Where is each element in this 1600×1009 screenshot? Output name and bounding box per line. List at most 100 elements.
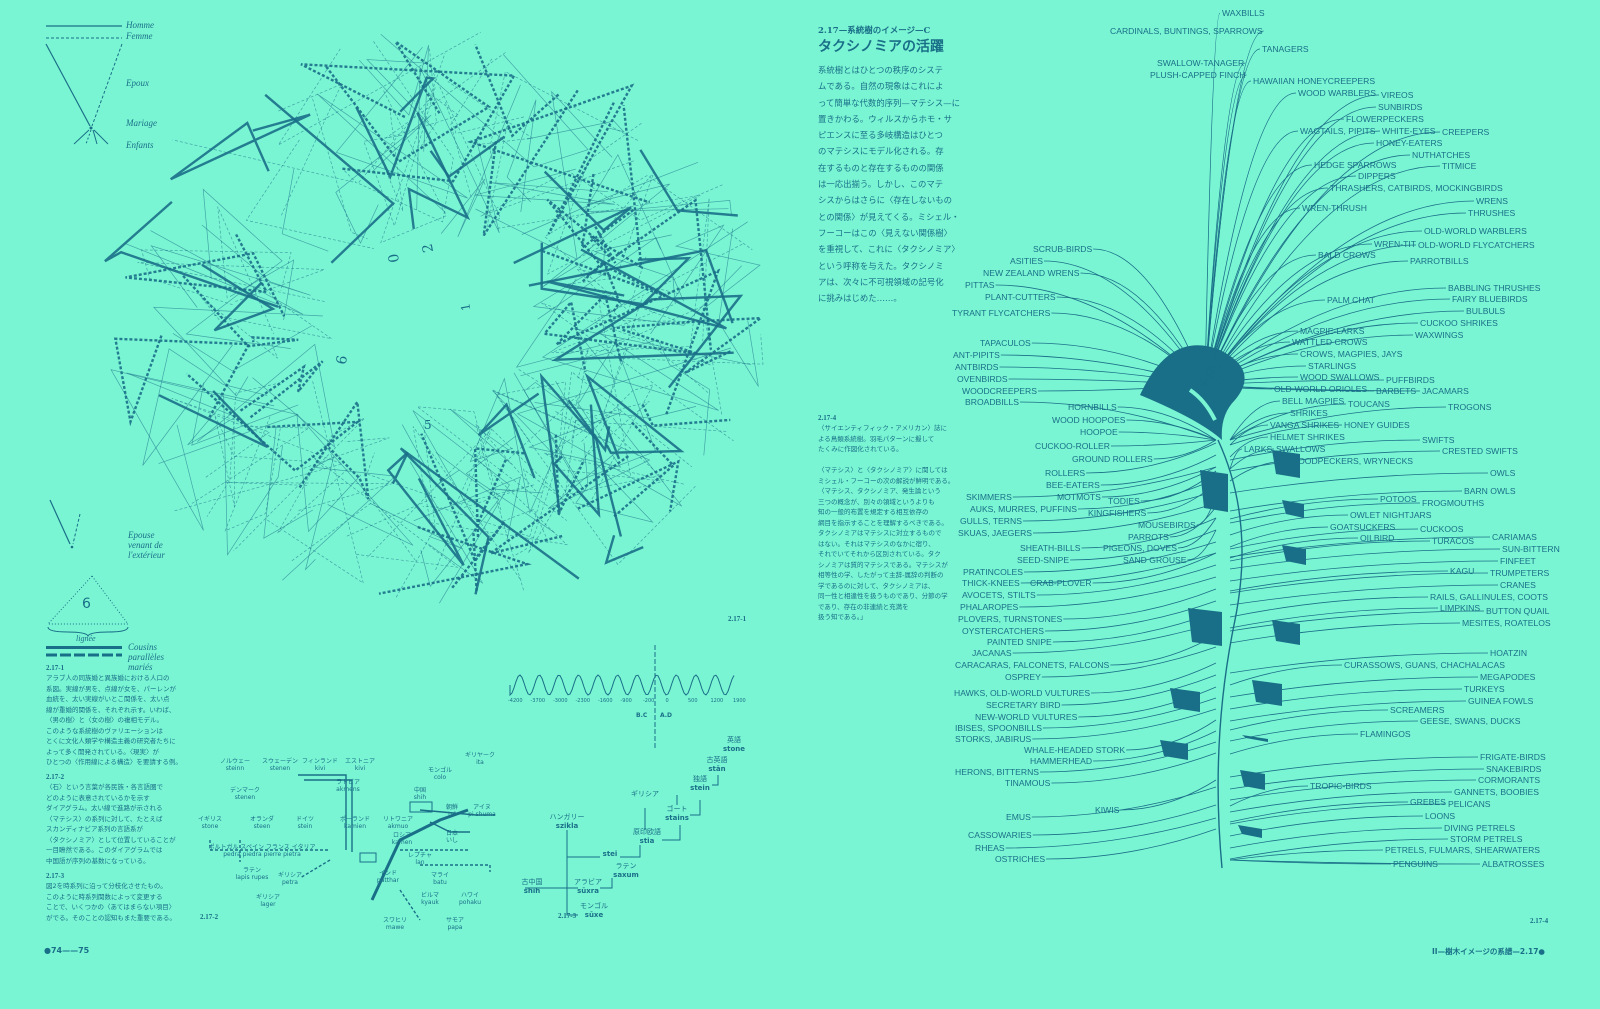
tree-branch (1229, 436, 1269, 458)
timeline-tick: -2300 (575, 698, 591, 704)
article-line: という呼称を与えた。タクシノミ (818, 260, 944, 271)
kinship-line (594, 243, 743, 322)
kinship-line (429, 135, 506, 179)
stone-word: szikla (555, 822, 579, 830)
kinship-line (152, 306, 323, 397)
tree-branch (1229, 537, 1359, 559)
bird-family-label: THRUSHES (1468, 208, 1516, 218)
language-name: リトワニア (382, 816, 413, 823)
kinship-line (142, 344, 268, 466)
kinship-line (492, 390, 651, 510)
timeline-word: 古英語 stān (707, 756, 728, 774)
bird-family-label: TYRANT FLYCATCHERS (952, 308, 1051, 318)
kinship-line (378, 525, 532, 595)
tree-branch (1204, 74, 1247, 386)
caption-line: 学であるのに対して、タクシノミアは、 (818, 581, 935, 590)
language-node: レプチャ lan (408, 852, 432, 866)
kinship-line (124, 230, 304, 315)
bird-family-label: PLOVERS, TURNSTONES (958, 614, 1063, 624)
bird-family-label: BULBULS (1466, 306, 1506, 316)
tree-branch (1229, 610, 1485, 632)
kinship-line (489, 71, 639, 169)
bird-family-label: SECRETARY BIRD (986, 700, 1061, 710)
tree-branch (1052, 611, 1217, 643)
legend-homme: Homme (126, 20, 154, 30)
bird-family-label: TURACOS (1432, 536, 1475, 546)
kinship-line (526, 120, 625, 140)
kinship-line (359, 45, 429, 152)
kinship-line (650, 224, 761, 335)
tree-branch (1204, 165, 1441, 386)
bird-family-label: RHEAS (975, 843, 1005, 853)
article-line: アは、次々に不可視領域の記号化 (818, 276, 944, 287)
tree-branch (1051, 312, 1206, 386)
tree-branch (1229, 472, 1489, 494)
kinship-line (516, 368, 661, 496)
feather-block (1238, 825, 1262, 838)
tree-branch (1126, 719, 1217, 751)
tree-branch (1204, 118, 1345, 386)
kinship-line (182, 274, 299, 348)
feather-block (1252, 680, 1282, 706)
kinship-line (475, 90, 613, 260)
bird-family-label: BROADBILLS (965, 397, 1019, 407)
caption-line: 相等性の学、したがって主辞-属辞の判断の (818, 571, 944, 579)
timeline-tick: 1900 (733, 698, 746, 704)
kinship-line (604, 534, 644, 565)
stone-word: lan (415, 859, 425, 866)
bird-family-label: CUCKOO-ROLLER (1035, 441, 1110, 451)
language-node: デンマーク stenen (230, 787, 260, 801)
bird-family-label: WREN-THRUSH (1302, 203, 1367, 213)
tree-branch (1229, 400, 1281, 441)
bird-family-label: FINFEET (1500, 556, 1536, 566)
article-line: 置きかわる。ウィルスからホモ・サ (818, 113, 952, 124)
article-kicker: 2.17—系統樹のイメージ—C (818, 26, 931, 36)
tree-branch (1153, 439, 1217, 460)
bird-family-label: SNAKEBIRDS (1486, 764, 1542, 774)
language-link (429, 821, 470, 833)
language-node: 朝鮮 tol (446, 804, 458, 818)
tree-branch (1204, 334, 1414, 386)
tree-branch (1204, 48, 1261, 386)
kinship-line (532, 246, 742, 326)
bird-family-label: HAWAIIAN HONEYCREEPERS (1253, 76, 1376, 86)
kinship-line (584, 372, 685, 460)
bird-family-label: WHITE-EYES (1382, 126, 1436, 136)
tree-branch (1036, 564, 1217, 596)
kinship-line (191, 425, 310, 504)
tree-branch (1056, 296, 1206, 386)
kinship-line (409, 461, 484, 584)
kinship-line (298, 398, 370, 500)
bird-family-label: PLUSH-CAPPED FINCH (1150, 70, 1246, 80)
bird-family-label: THICK-KNEES (962, 578, 1020, 588)
kinship-line (291, 501, 416, 562)
bird-family-label: FROGMOUTHS (1422, 498, 1485, 508)
tree-branch (1229, 859, 1481, 865)
bird-family-label: SUN-BITTERN (1502, 544, 1560, 554)
caption-line: はない。それはマテシスのなかに宿り、 (818, 539, 935, 548)
tree-branch (1229, 548, 1501, 570)
article-line: って簡単な代数的序列—マテシス—に (818, 97, 960, 108)
tree-branch (1204, 299, 1326, 386)
kinship-line (369, 502, 463, 550)
bird-family-label: FAIRY BLUEBIRDS (1452, 294, 1528, 304)
legend-mariage: Mariage (126, 118, 157, 128)
tree-branch (1204, 187, 1329, 386)
timeline-tick: -900 (620, 698, 632, 704)
kinship-line (575, 442, 654, 523)
language-name: 原印欧語 (633, 828, 661, 836)
tree-branch (1077, 478, 1217, 510)
article-line: ムである。自然の現象はこれによ (818, 81, 944, 92)
kinship-line (444, 101, 524, 134)
bird-family-label: WRENS (1476, 196, 1508, 206)
tree-branch (1081, 517, 1217, 549)
tree-branch (1204, 106, 1377, 386)
kinship-line (544, 175, 753, 312)
timeline-diagram (509, 645, 735, 916)
kinship-line (300, 63, 517, 183)
tree-branch (1204, 341, 1291, 386)
bird-family-label: DIPPERS (1358, 171, 1396, 181)
language-name: 古中国 (521, 878, 543, 886)
kinship-line (126, 372, 275, 446)
